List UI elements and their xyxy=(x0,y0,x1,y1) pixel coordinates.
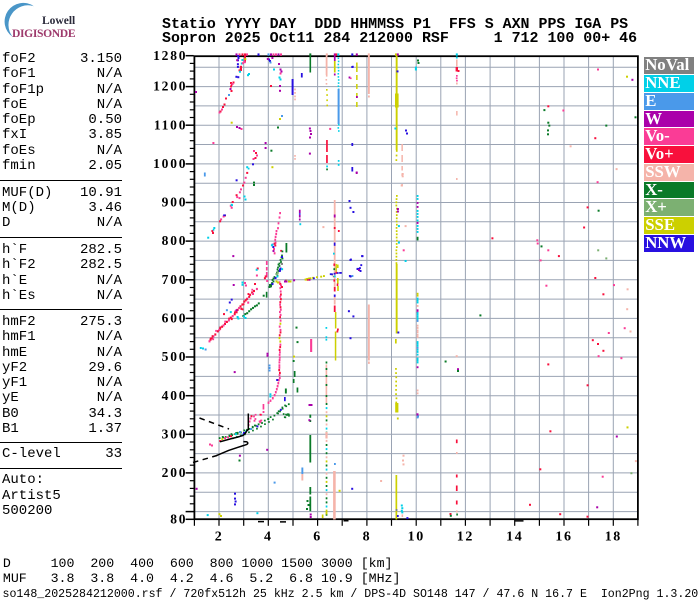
svg-text:14: 14 xyxy=(506,530,523,545)
svg-text:1280: 1280 xyxy=(153,48,187,63)
svg-text:400: 400 xyxy=(162,388,188,403)
svg-text:1100: 1100 xyxy=(154,117,187,132)
svg-text:800: 800 xyxy=(162,233,188,248)
svg-text:10: 10 xyxy=(408,530,425,545)
svg-text:700: 700 xyxy=(162,272,188,287)
svg-text:1000: 1000 xyxy=(153,156,187,171)
svg-text:DIGISONDE: DIGISONDE xyxy=(12,27,76,40)
svg-text:18: 18 xyxy=(605,530,622,545)
svg-text:12: 12 xyxy=(457,530,474,545)
svg-text:900: 900 xyxy=(162,195,188,210)
svg-text:500: 500 xyxy=(162,349,188,364)
svg-text:2: 2 xyxy=(215,530,224,545)
svg-text:4: 4 xyxy=(264,530,273,545)
svg-text:80: 80 xyxy=(170,511,187,526)
svg-text:6: 6 xyxy=(313,530,322,545)
svg-text:Lowell: Lowell xyxy=(42,15,75,27)
svg-text:16: 16 xyxy=(555,530,572,545)
svg-text:1200: 1200 xyxy=(153,79,187,94)
svg-text:300: 300 xyxy=(162,426,188,441)
svg-text:200: 200 xyxy=(162,465,188,480)
svg-text:600: 600 xyxy=(162,311,188,326)
svg-text:8: 8 xyxy=(363,530,372,545)
